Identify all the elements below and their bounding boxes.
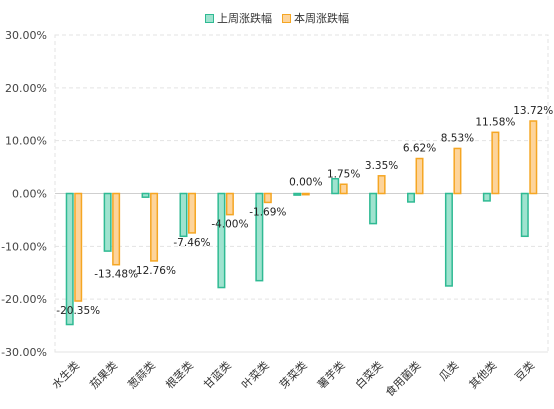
y-tick-label: 0.00%: [12, 188, 47, 201]
bar-this-week[interactable]: [377, 175, 386, 195]
x-tick-label: 白菜类: [352, 358, 385, 391]
y-tick-label: -30.00%: [1, 346, 47, 359]
x-tick-label: 叶菜类: [238, 358, 271, 391]
data-label: -12.76%: [132, 265, 176, 277]
y-tick-label: 20.00%: [5, 82, 47, 95]
x-tick-label: 食用菌类: [382, 358, 423, 399]
y-tick-label: 10.00%: [5, 135, 47, 148]
bar-last-week[interactable]: [179, 192, 188, 238]
x-tick-label: 其他类: [466, 358, 499, 391]
bar-this-week[interactable]: [187, 192, 196, 234]
data-label: -4.00%: [211, 219, 248, 231]
legend-item-this-week[interactable]: 本周涨跌幅: [282, 10, 349, 26]
bar-this-week[interactable]: [74, 192, 83, 302]
bar-last-week[interactable]: [444, 192, 453, 287]
bar-this-week[interactable]: [529, 120, 538, 195]
bar-this-week[interactable]: [150, 192, 159, 262]
bar-last-week[interactable]: [65, 192, 74, 326]
legend-swatch-this-week: [282, 13, 291, 23]
data-label: -20.35%: [56, 305, 100, 317]
data-label: -1.69%: [249, 206, 286, 218]
bar-last-week[interactable]: [520, 192, 529, 238]
x-tick-label: 瓜类: [436, 358, 461, 383]
bar-this-week[interactable]: [339, 183, 348, 195]
bar-this-week[interactable]: [225, 192, 234, 216]
legend-swatch-last-week: [205, 13, 214, 23]
data-label: 3.35%: [365, 160, 398, 172]
x-tick-label: 茄果类: [87, 358, 120, 391]
bar-this-week[interactable]: [415, 157, 424, 195]
legend-item-last-week[interactable]: 上周涨跌幅: [205, 10, 272, 26]
bar-this-week[interactable]: [301, 192, 310, 196]
data-label: 13.72%: [513, 105, 553, 117]
data-label: 11.58%: [475, 116, 515, 128]
data-label: 1.75%: [327, 168, 360, 180]
bar-last-week[interactable]: [141, 192, 150, 198]
bar-last-week[interactable]: [407, 192, 416, 203]
legend-label-this-week: 本周涨跌幅: [294, 12, 349, 25]
bar-last-week[interactable]: [331, 177, 340, 195]
bar-this-week[interactable]: [112, 192, 121, 266]
y-tick-label: -20.00%: [1, 293, 47, 306]
x-tick-label: 芽菜类: [276, 358, 309, 391]
y-tick-label: 30.00%: [5, 29, 47, 42]
legend: 上周涨跌幅 本周涨跌幅: [0, 10, 554, 26]
bar-last-week[interactable]: [103, 192, 112, 252]
y-tick-label: -10.00%: [1, 240, 47, 253]
bar-this-week[interactable]: [491, 131, 500, 195]
x-tick-label: 甘蓝类: [201, 358, 234, 391]
x-tick-label: 薯芋类: [314, 358, 347, 391]
x-tick-label: 豆类: [512, 358, 537, 383]
x-tick-label: 葱蒜类: [125, 358, 158, 391]
data-label: 6.62%: [403, 143, 436, 155]
bar-last-week[interactable]: [255, 192, 264, 282]
x-tick-label: 根茎类: [163, 358, 196, 391]
bar-this-week[interactable]: [453, 147, 462, 195]
bar-last-week[interactable]: [217, 192, 226, 289]
bar-last-week[interactable]: [369, 192, 378, 225]
bar-last-week[interactable]: [482, 192, 491, 202]
data-label: 8.53%: [441, 132, 474, 144]
data-label: 0.00%: [289, 177, 322, 189]
bar-this-week[interactable]: [263, 192, 272, 204]
bar-last-week[interactable]: [293, 192, 302, 196]
x-tick-label: 水生类: [49, 358, 82, 391]
data-label: -7.46%: [173, 237, 210, 249]
legend-label-last-week: 上周涨跌幅: [217, 12, 272, 25]
data-label: -13.48%: [94, 269, 138, 281]
